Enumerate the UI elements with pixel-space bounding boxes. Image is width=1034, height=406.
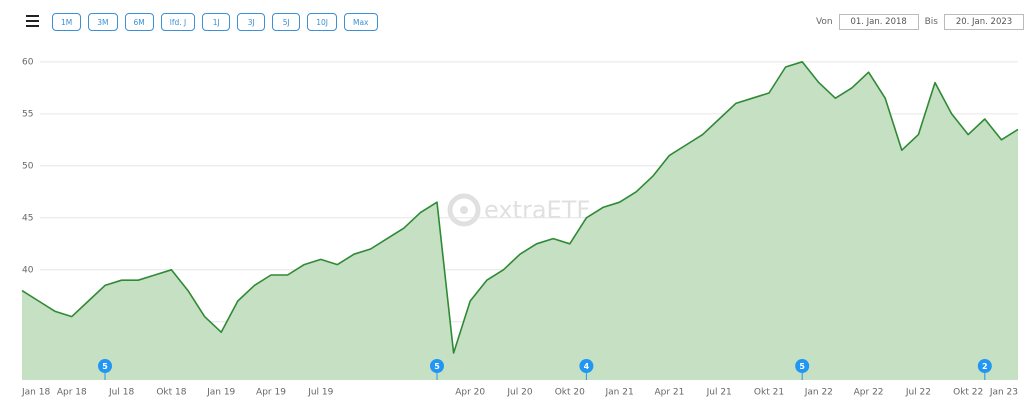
y-tick-label: 45 xyxy=(22,213,33,223)
watermark-logo xyxy=(447,193,481,227)
watermark: extraETF xyxy=(447,193,590,227)
event-label: 5 xyxy=(102,362,108,371)
y-tick-label: 55 xyxy=(22,109,33,119)
event-marker: 5 xyxy=(795,359,810,380)
range-button[interactable]: 10J xyxy=(307,13,337,31)
y-tick-label: 40 xyxy=(22,265,34,275)
event-badge xyxy=(977,359,992,373)
x-tick-label: Jan 22 xyxy=(804,388,833,398)
area xyxy=(22,61,1018,381)
range-button[interactable]: 5J xyxy=(272,13,301,31)
event-label: 4 xyxy=(584,362,590,371)
event-badge xyxy=(430,359,444,373)
watermark-logo-dot xyxy=(460,206,468,214)
x-tick-label: Jan 23 xyxy=(989,388,1018,398)
range-button[interactable]: 3J xyxy=(237,13,266,31)
event-marker: 4 xyxy=(579,359,594,380)
x-tick-label: Jan 18 xyxy=(21,388,50,398)
x-tick-label: Okt 22 xyxy=(953,388,983,398)
x-tick-label: Jan 19 xyxy=(206,388,235,398)
range-button[interactable]: 1J xyxy=(202,13,231,31)
x-tick-label: Jan 21 xyxy=(605,388,634,398)
event-badge xyxy=(579,359,594,373)
x-tick-label: Apr 22 xyxy=(854,388,884,398)
x-tick-label: Jul 22 xyxy=(905,388,931,398)
x-tick-label: Apr 19 xyxy=(256,388,286,398)
event-label: 5 xyxy=(799,362,805,371)
watermark-text: extraETF xyxy=(484,196,590,224)
x-tick-label: Okt 18 xyxy=(156,388,186,398)
event-marker: 5 xyxy=(430,359,444,380)
line xyxy=(21,61,1019,354)
range-button[interactable]: Max xyxy=(343,13,378,31)
from-label: Von xyxy=(815,17,833,27)
to-date[interactable]: 20. Jan. 2023 xyxy=(944,14,1024,30)
range-button[interactable]: lfd. J xyxy=(160,13,196,31)
x-tick-label: Apr 18 xyxy=(57,388,87,398)
range-button[interactable]: 3M xyxy=(88,13,118,31)
event-badge xyxy=(98,359,112,373)
event-badge xyxy=(795,359,810,373)
x-tick-label: Jul 21 xyxy=(706,388,732,398)
range-button[interactable]: 1M xyxy=(52,13,82,31)
y-tick-label: 50 xyxy=(22,161,34,171)
range-buttons: 1M 3M 6M lfd. J 1J 3J 5J 10J Max xyxy=(52,13,378,31)
menu-icon[interactable] xyxy=(26,14,40,28)
x-tick-label: Okt 21 xyxy=(754,388,784,398)
event-marker: 5 xyxy=(98,359,112,380)
x-tick-label: Okt 20 xyxy=(555,388,585,398)
event-label: 2 xyxy=(982,362,988,371)
event-marker: 2 xyxy=(977,359,992,380)
y-tick-label: 60 xyxy=(22,57,34,67)
range-button[interactable]: 6M xyxy=(124,13,154,31)
x-tick-label: Apr 20 xyxy=(455,388,485,398)
event-label: 5 xyxy=(434,362,440,371)
x-tick-label: Jul 18 xyxy=(108,388,134,398)
to-label: Bis xyxy=(924,17,938,27)
from-date[interactable]: 01. Jan. 2018 xyxy=(838,14,919,30)
x-tick-label: Apr 21 xyxy=(654,388,684,398)
x-tick-label: Jul 20 xyxy=(506,388,532,398)
date-range: Von 01. Jan. 2018 Bis 20. Jan. 2023 xyxy=(816,14,1024,30)
x-tick-label: Jul 19 xyxy=(307,388,333,398)
